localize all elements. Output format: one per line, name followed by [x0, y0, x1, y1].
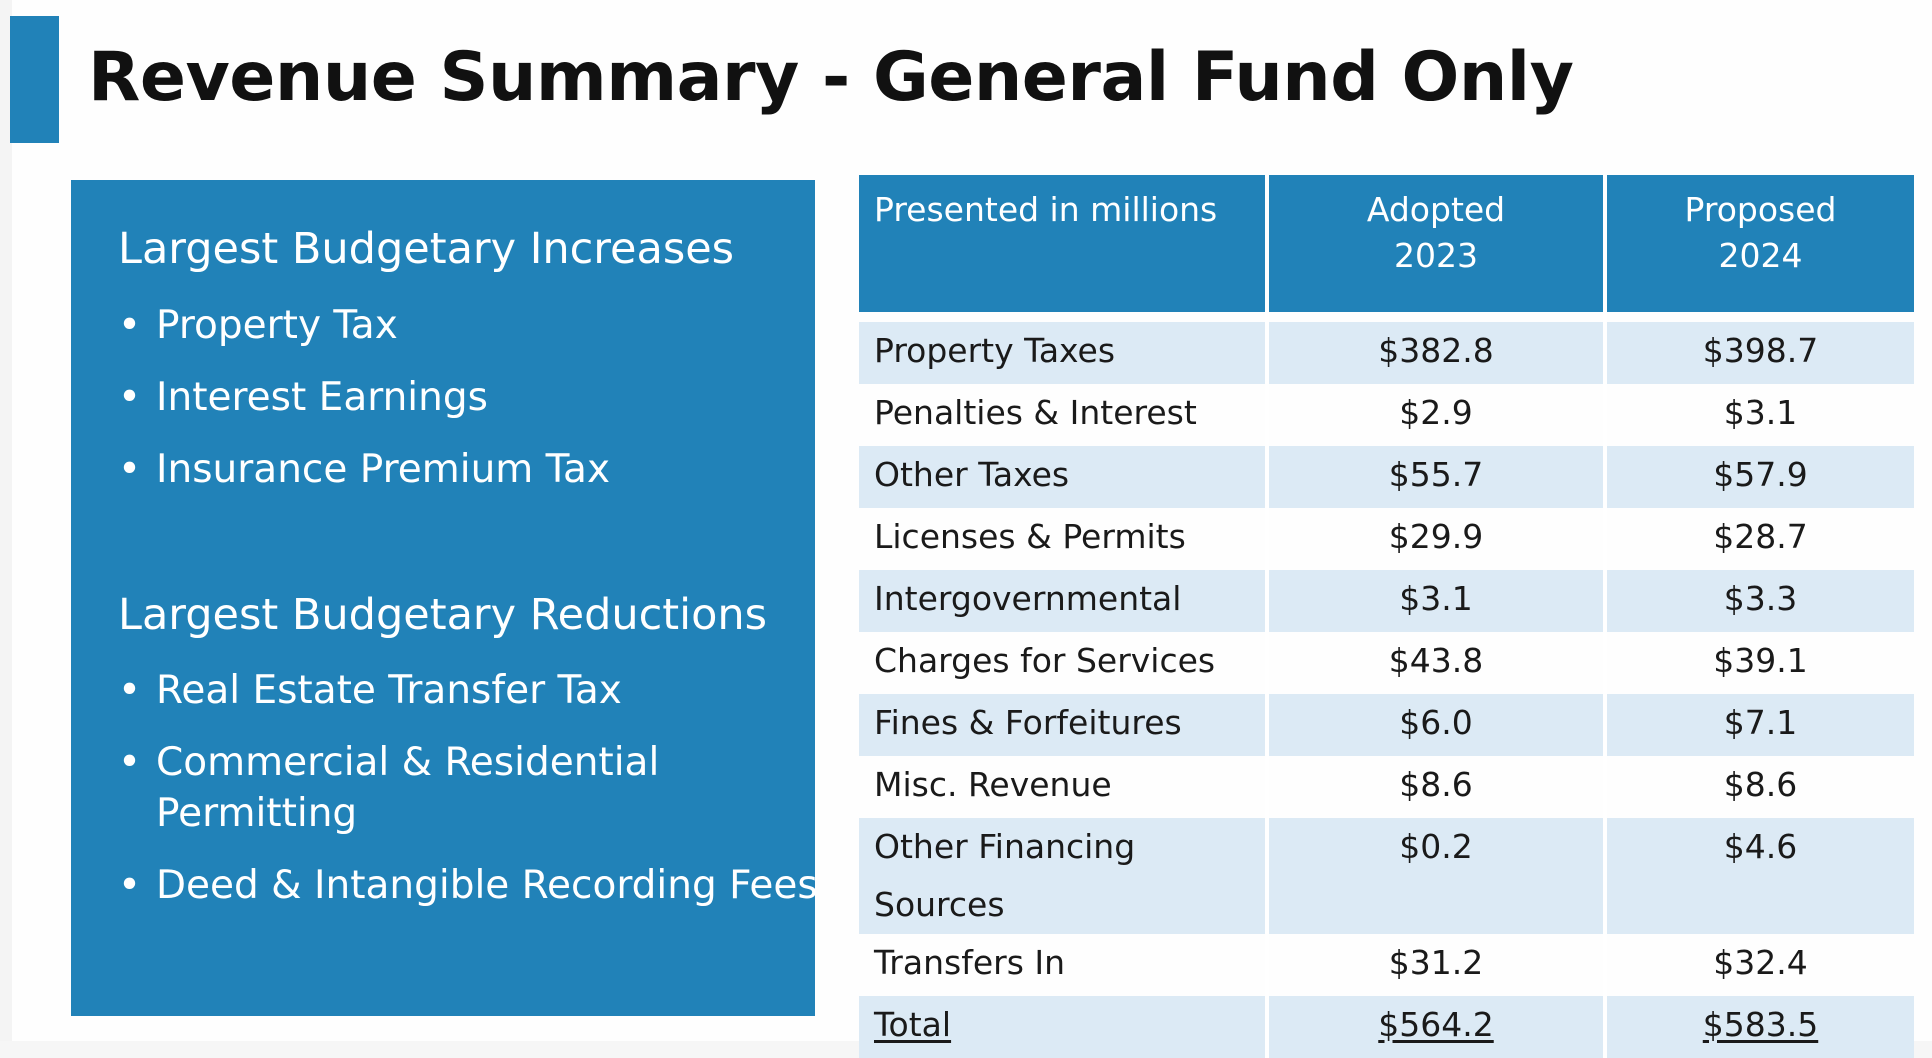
row-label: Other Financing Sources — [859, 818, 1267, 934]
row-adopted-2023: $382.8 — [1265, 322, 1605, 384]
row-label: Other Taxes — [859, 446, 1267, 508]
table-row: Penalties & Interest $2.9 $3.1 — [859, 384, 1914, 446]
increase-item-label: Interest Earnings — [156, 375, 488, 420]
increase-item: • Interest Earnings — [118, 372, 798, 423]
table-total-row: Total $564.2 $583.5 — [859, 996, 1914, 1058]
table-spacer — [859, 312, 1914, 322]
reductions-heading: Largest Budgetary Reductions — [118, 590, 768, 640]
row-proposed-2024: $4.6 — [1603, 818, 1914, 934]
row-label: Licenses & Permits — [859, 508, 1267, 570]
row-proposed-2024: $8.6 — [1603, 756, 1914, 818]
reduction-item-label: Real Estate Transfer Tax — [156, 668, 622, 713]
row-proposed-2024: $3.3 — [1603, 570, 1914, 632]
table-row: Intergovernmental $3.1 $3.3 — [859, 570, 1914, 632]
row-label: Charges for Services — [859, 632, 1267, 694]
row-adopted-2023: $8.6 — [1265, 756, 1605, 818]
reduction-item-label: Commercial & Residential Permitting — [156, 740, 660, 836]
reduction-item: • Real Estate Transfer Tax — [118, 665, 798, 716]
header-proposed-year: 2024 — [1718, 236, 1803, 275]
row-proposed-2024: $7.1 — [1603, 694, 1914, 756]
header-proposed-2024: Proposed 2024 — [1603, 175, 1914, 312]
table-row: Property Taxes $382.8 $398.7 — [859, 322, 1914, 384]
row-proposed-2024: $28.7 — [1603, 508, 1914, 570]
row-adopted-2023: $55.7 — [1265, 446, 1605, 508]
total-label: Total — [859, 996, 1267, 1058]
table-header-row: Presented in millions Adopted 2023 Propo… — [859, 175, 1914, 312]
header-adopted-year: 2023 — [1394, 236, 1478, 275]
reduction-item: • Commercial & Residential Permitting — [118, 737, 798, 839]
increases-heading: Largest Budgetary Increases — [118, 224, 735, 274]
row-proposed-2024: $57.9 — [1603, 446, 1914, 508]
header-adopted-label: Adopted — [1366, 190, 1506, 229]
budget-highlights-panel: Largest Budgetary Increases • Property T… — [71, 180, 818, 1016]
table-row: Charges for Services $43.8 $39.1 — [859, 632, 1914, 694]
row-adopted-2023: $2.9 — [1265, 384, 1605, 446]
row-adopted-2023: $31.2 — [1265, 934, 1605, 996]
bullet-icon: • — [118, 740, 142, 785]
table-row: Other Taxes $55.7 $57.9 — [859, 446, 1914, 508]
increase-item-label: Property Tax — [156, 303, 398, 348]
row-label: Misc. Revenue — [859, 756, 1267, 818]
row-proposed-2024: $3.1 — [1603, 384, 1914, 446]
increase-item: • Property Tax — [118, 300, 798, 351]
bullet-icon: • — [118, 375, 142, 420]
row-label: Fines & Forfeitures — [859, 694, 1267, 756]
slide-title: Revenue Summary - General Fund Only — [88, 38, 1574, 117]
total-proposed-2024: $583.5 — [1603, 996, 1914, 1058]
row-label: Penalties & Interest — [859, 384, 1267, 446]
title-accent-bar — [10, 16, 59, 143]
row-adopted-2023: $43.8 — [1265, 632, 1605, 694]
header-proposed-label: Proposed — [1684, 190, 1837, 229]
row-label: Intergovernmental — [859, 570, 1267, 632]
header-adopted-2023: Adopted 2023 — [1265, 175, 1605, 312]
row-adopted-2023: $29.9 — [1265, 508, 1605, 570]
row-label: Transfers In — [859, 934, 1267, 996]
reduction-item-label: Deed & Intangible Recording Fees — [156, 863, 818, 908]
table-row: Transfers In $31.2 $32.4 — [859, 934, 1914, 996]
row-label: Property Taxes — [859, 322, 1267, 384]
table-row: Other Financing Sources $0.2 $4.6 — [859, 818, 1914, 934]
row-adopted-2023: $0.2 — [1265, 818, 1605, 934]
reduction-item: • Deed & Intangible Recording Fees — [118, 860, 818, 911]
row-adopted-2023: $3.1 — [1265, 570, 1605, 632]
table-row: Misc. Revenue $8.6 $8.6 — [859, 756, 1914, 818]
row-proposed-2024: $32.4 — [1603, 934, 1914, 996]
table-row: Fines & Forfeitures $6.0 $7.1 — [859, 694, 1914, 756]
bullet-icon: • — [118, 447, 142, 492]
bullet-icon: • — [118, 668, 142, 713]
row-adopted-2023: $6.0 — [1265, 694, 1605, 756]
table-row: Licenses & Permits $29.9 $28.7 — [859, 508, 1914, 570]
row-proposed-2024: $39.1 — [1603, 632, 1914, 694]
total-adopted-2023: $564.2 — [1265, 996, 1605, 1058]
row-proposed-2024: $398.7 — [1603, 322, 1914, 384]
increase-item: • Insurance Premium Tax — [118, 444, 798, 495]
bullet-icon: • — [118, 303, 142, 348]
increase-item-label: Insurance Premium Tax — [156, 447, 611, 492]
header-presented-in-millions: Presented in millions — [859, 175, 1267, 312]
bullet-icon: • — [118, 863, 142, 908]
revenue-table: Presented in millions Adopted 2023 Propo… — [859, 175, 1914, 1058]
